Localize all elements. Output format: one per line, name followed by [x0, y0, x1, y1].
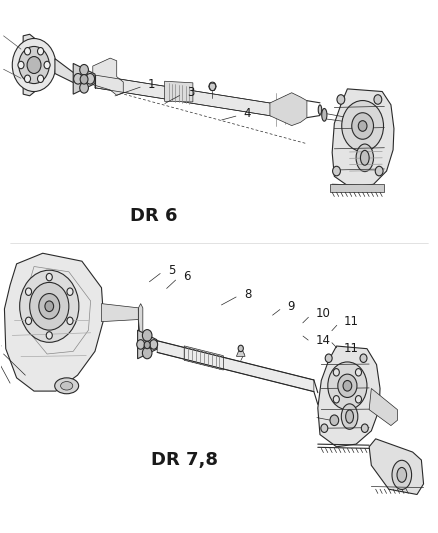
Circle shape — [20, 270, 79, 342]
Text: 14: 14 — [316, 334, 331, 346]
Circle shape — [80, 75, 88, 84]
Polygon shape — [157, 341, 314, 392]
Circle shape — [80, 64, 88, 75]
Text: 1: 1 — [148, 78, 155, 91]
Polygon shape — [73, 63, 95, 94]
Circle shape — [321, 424, 328, 432]
Ellipse shape — [392, 461, 412, 489]
Polygon shape — [95, 75, 271, 116]
Ellipse shape — [360, 150, 369, 165]
Circle shape — [328, 362, 367, 410]
Text: 3: 3 — [187, 86, 194, 99]
Circle shape — [325, 354, 332, 362]
Polygon shape — [369, 389, 397, 425]
Circle shape — [25, 288, 32, 295]
Circle shape — [142, 329, 152, 341]
Polygon shape — [165, 81, 193, 102]
Ellipse shape — [346, 410, 353, 423]
Polygon shape — [270, 93, 307, 126]
Circle shape — [360, 354, 367, 362]
Polygon shape — [93, 58, 123, 95]
Circle shape — [67, 288, 73, 295]
Circle shape — [343, 381, 352, 391]
Polygon shape — [330, 184, 385, 192]
Circle shape — [358, 120, 367, 131]
Ellipse shape — [356, 144, 374, 172]
Text: 11: 11 — [344, 315, 359, 328]
Circle shape — [45, 301, 53, 312]
Text: DR 7,8: DR 7,8 — [151, 451, 218, 469]
Text: DR 6: DR 6 — [130, 207, 177, 225]
Circle shape — [337, 95, 345, 104]
Circle shape — [338, 374, 357, 398]
Polygon shape — [23, 34, 36, 96]
Circle shape — [25, 75, 31, 83]
Circle shape — [25, 317, 32, 325]
Circle shape — [142, 347, 152, 359]
Circle shape — [342, 101, 384, 151]
Circle shape — [12, 38, 56, 92]
Text: 4: 4 — [244, 107, 251, 120]
Circle shape — [355, 395, 361, 403]
Text: 6: 6 — [183, 270, 191, 283]
Circle shape — [46, 273, 52, 281]
Circle shape — [30, 282, 69, 330]
Circle shape — [74, 74, 82, 84]
Circle shape — [80, 83, 88, 93]
Polygon shape — [102, 304, 138, 321]
Polygon shape — [369, 439, 424, 495]
Circle shape — [150, 340, 158, 349]
Circle shape — [25, 47, 31, 55]
Circle shape — [355, 369, 361, 376]
Circle shape — [333, 369, 339, 376]
Circle shape — [375, 166, 383, 176]
Text: 11: 11 — [344, 342, 359, 354]
Circle shape — [330, 415, 339, 425]
Text: 10: 10 — [316, 307, 331, 320]
Polygon shape — [138, 304, 143, 346]
Circle shape — [238, 345, 244, 352]
Polygon shape — [138, 330, 157, 359]
Text: 8: 8 — [244, 288, 251, 301]
Polygon shape — [4, 253, 104, 391]
Circle shape — [18, 61, 24, 69]
Circle shape — [333, 395, 339, 403]
Polygon shape — [332, 89, 394, 187]
Circle shape — [38, 75, 44, 83]
Ellipse shape — [318, 105, 322, 115]
Circle shape — [44, 61, 50, 69]
Ellipse shape — [341, 404, 358, 429]
Text: 9: 9 — [287, 300, 295, 313]
Circle shape — [361, 424, 368, 432]
Circle shape — [209, 82, 216, 91]
Ellipse shape — [322, 109, 327, 121]
Circle shape — [332, 166, 340, 176]
Circle shape — [39, 294, 60, 319]
Ellipse shape — [60, 382, 73, 390]
Circle shape — [46, 332, 52, 339]
Circle shape — [144, 341, 150, 349]
Polygon shape — [55, 59, 75, 84]
Polygon shape — [237, 351, 245, 357]
Circle shape — [67, 317, 73, 325]
Circle shape — [352, 113, 374, 139]
Text: 5: 5 — [168, 264, 175, 277]
Polygon shape — [318, 346, 380, 447]
Circle shape — [19, 46, 49, 84]
Circle shape — [38, 47, 44, 55]
Circle shape — [137, 340, 145, 349]
Circle shape — [86, 74, 95, 84]
Circle shape — [374, 95, 382, 104]
Ellipse shape — [397, 467, 406, 482]
Ellipse shape — [55, 378, 79, 394]
Circle shape — [27, 56, 41, 74]
